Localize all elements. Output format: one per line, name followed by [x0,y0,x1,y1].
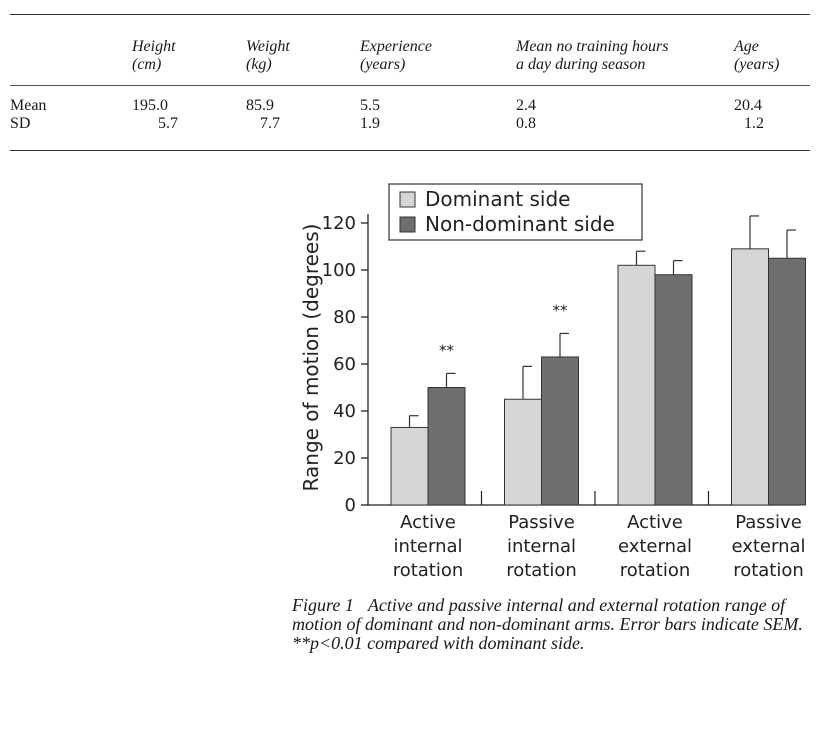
row-label-mean: Mean [10,97,47,114]
x-category-label-1-1: internal [507,536,576,557]
figure-label: Figure 1 [292,595,354,615]
header-age: Age (years) [734,38,779,74]
bar-non-dominant-1 [541,356,579,506]
mean-height: 195.0 [132,97,168,114]
y-tick-label-120: 120 [322,213,356,234]
significance-marker-1: ** [553,301,569,319]
x-category-label-0-0: Active [400,512,456,533]
header-training-hours: Mean no training hours a day during seas… [516,38,668,74]
header-experience: Experience (years) [360,38,432,74]
x-category-label-1-2: rotation [506,560,577,581]
header-age-label: Age [734,38,759,55]
y-tick-label-40: 40 [333,401,356,422]
x-category-label-2-1: external [618,536,692,557]
y-axis-title: Range of motion (degrees) [299,224,323,492]
y-tick-label-0: 0 [345,495,356,516]
sd-experience: 1.9 [360,115,380,132]
sd-weight: 7.7 [260,115,280,132]
table-bottom-rule [10,150,810,151]
bar-dominant-2 [617,264,656,506]
x-category-label-3-2: rotation [733,560,804,581]
mean-age: 20.4 [734,97,762,114]
legend-label-non-dominant: Non-dominant side [425,212,615,236]
figure-caption-text: Active and passive internal and external… [292,595,803,653]
x-category-label-2-0: Active [627,512,683,533]
header-training-hours-unit: a day during season [516,56,646,73]
figure-caption: Figure 1 Active and passive internal and … [292,596,812,653]
mean-experience: 5.5 [360,97,380,114]
x-category-label-2-2: rotation [620,560,691,581]
mean-weight: 85.9 [246,97,274,114]
legend-box [388,183,643,241]
legend-swatch-non-dominant [399,216,416,233]
x-category-label-0-1: internal [393,536,462,557]
header-experience-unit: (years) [360,56,406,73]
bar-non-dominant-3 [768,257,806,506]
header-weight: Weight (kg) [246,38,290,74]
sd-height: 5.7 [158,115,178,132]
mean-training-hours: 2.4 [516,97,536,114]
x-category-label-1-0: Passive [508,512,575,533]
row-label-sd: SD [10,115,31,132]
x-category-label-3-1: external [731,536,805,557]
sd-training-hours: 0.8 [516,115,536,132]
header-height-unit: (cm) [132,56,162,73]
bar-dominant-0 [390,426,429,506]
legend-label-dominant: Dominant side [425,187,570,211]
y-tick-label-20: 20 [333,448,356,469]
significance-marker-0: ** [439,341,455,359]
y-tick-label-80: 80 [333,307,356,328]
x-category-label-0-2: rotation [393,560,464,581]
legend-swatch-dominant [399,191,416,208]
header-height: Height (cm) [132,38,176,74]
header-height-label: Height [132,38,176,55]
table-top-rule [10,14,810,15]
bar-dominant-3 [731,248,769,506]
bar-non-dominant-2 [654,274,693,506]
header-weight-unit: (kg) [246,56,272,73]
y-tick-label-100: 100 [322,260,356,281]
bar-non-dominant-0 [427,387,466,506]
participant-stats-table: Height (cm) Weight (kg) Experience (year… [10,0,810,160]
table-header-rule [10,85,810,86]
header-age-unit: (years) [734,56,780,73]
header-experience-label: Experience [360,38,432,55]
x-category-label-3-0: Passive [735,512,802,533]
bar-dominant-1 [504,398,542,506]
y-tick-label-60: 60 [333,354,356,375]
sd-age: 1.2 [744,115,764,132]
header-weight-label: Weight [246,38,290,55]
header-training-hours-label: Mean no training hours [516,38,669,55]
